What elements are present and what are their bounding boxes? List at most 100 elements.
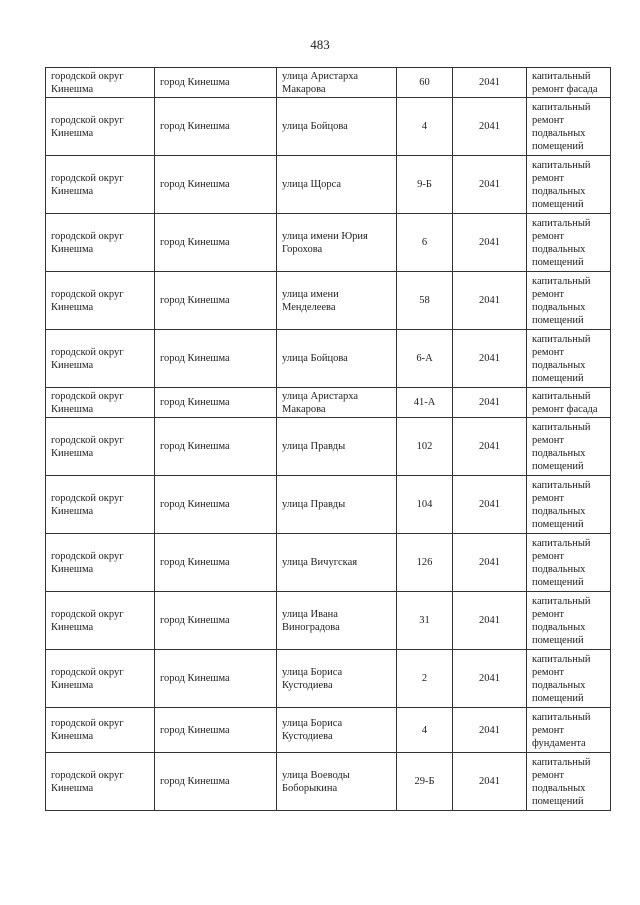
cell-settlement: город Кинешма bbox=[154, 387, 277, 418]
cell-settlement: город Кинешма bbox=[154, 271, 277, 330]
table-row: городской округ Кинешма город Кинешма улиц… bbox=[45, 271, 611, 330]
cell-work-type: капитальный ремонт подвальных помещений bbox=[526, 533, 611, 592]
cell-work-type: капитальный ремонт подвальных помещений bbox=[526, 97, 611, 156]
table-row: городской округ Кинешма город Кинешма улиц… bbox=[45, 387, 611, 418]
cell-settlement: город Кинешма bbox=[154, 97, 277, 156]
cell-municipality: городской округ Кинешма bbox=[45, 533, 155, 592]
table-row: городской округ Кинешма город Кинешма улиц… bbox=[45, 707, 611, 753]
cell-settlement: город Кинешма bbox=[154, 155, 277, 214]
table-row: городской округ Кинешма город Кинешма улиц… bbox=[45, 475, 611, 534]
cell-year: 2041 bbox=[452, 707, 527, 753]
cell-house-number: 41-А bbox=[396, 387, 453, 418]
cell-settlement: город Кинешма bbox=[154, 752, 277, 811]
cell-municipality: городской округ Кинешма bbox=[45, 707, 155, 753]
cell-work-type: капитальный ремонт подвальных помещений bbox=[526, 155, 611, 214]
cell-street: улица Правды bbox=[276, 475, 397, 534]
table-row: городской округ Кинешма город Кинешма улиц… bbox=[45, 417, 611, 476]
cell-house-number: 60 bbox=[396, 67, 453, 98]
cell-street: улица Бойцова bbox=[276, 329, 397, 388]
cell-house-number: 102 bbox=[396, 417, 453, 476]
cell-municipality: городской округ Кинешма bbox=[45, 97, 155, 156]
table-row: городской округ Кинешма город Кинешма улиц… bbox=[45, 649, 611, 708]
cell-house-number: 29-Б bbox=[396, 752, 453, 811]
cell-municipality: городской округ Кинешма bbox=[45, 329, 155, 388]
cell-year: 2041 bbox=[452, 67, 527, 98]
cell-street: улица Правды bbox=[276, 417, 397, 476]
cell-work-type: капитальный ремонт фасада bbox=[526, 67, 611, 98]
cell-year: 2041 bbox=[452, 591, 527, 650]
cell-municipality: городской округ Кинешма bbox=[45, 475, 155, 534]
table-row: городской округ Кинешма город Кинешма улиц… bbox=[45, 67, 611, 98]
cell-work-type: капитальный ремонт подвальных помещений bbox=[526, 213, 611, 272]
cell-work-type: капитальный ремонт подвальных помещений bbox=[526, 752, 611, 811]
cell-settlement: город Кинешма bbox=[154, 329, 277, 388]
cell-street: улица Аристарха Макарова bbox=[276, 67, 397, 98]
cell-street: улица Аристарха Макарова bbox=[276, 387, 397, 418]
cell-house-number: 9-Б bbox=[396, 155, 453, 214]
cell-municipality: городской округ Кинешма bbox=[45, 213, 155, 272]
cell-year: 2041 bbox=[452, 533, 527, 592]
cell-house-number: 58 bbox=[396, 271, 453, 330]
cell-municipality: городской округ Кинешма bbox=[45, 271, 155, 330]
cell-work-type: капитальный ремонт подвальных помещений bbox=[526, 591, 611, 650]
cell-settlement: город Кинешма bbox=[154, 533, 277, 592]
cell-street: улица Бориса Кустодиева bbox=[276, 649, 397, 708]
cell-year: 2041 bbox=[452, 213, 527, 272]
cell-municipality: городской округ Кинешма bbox=[45, 67, 155, 98]
cell-municipality: городской округ Кинешма bbox=[45, 649, 155, 708]
table-row: городской округ Кинешма город Кинешма улиц… bbox=[45, 329, 611, 388]
cell-street: улица Бойцова bbox=[276, 97, 397, 156]
cell-year: 2041 bbox=[452, 752, 527, 811]
cell-settlement: город Кинешма bbox=[154, 475, 277, 534]
cell-municipality: городской округ Кинешма bbox=[45, 591, 155, 650]
cell-house-number: 6 bbox=[396, 213, 453, 272]
cell-house-number: 31 bbox=[396, 591, 453, 650]
cell-settlement: город Кинешма bbox=[154, 417, 277, 476]
cell-work-type: капитальный ремонт подвальных помещений bbox=[526, 649, 611, 708]
table-row: городской округ Кинешма город Кинешма улиц… bbox=[45, 591, 611, 650]
cell-year: 2041 bbox=[452, 649, 527, 708]
cell-settlement: город Кинешма bbox=[154, 707, 277, 753]
cell-street: улица имени Менделеева bbox=[276, 271, 397, 330]
cell-work-type: капитальный ремонт подвальных помещений bbox=[526, 271, 611, 330]
table-row: городской округ Кинешма город Кинешма улиц… bbox=[45, 155, 611, 214]
cell-year: 2041 bbox=[452, 97, 527, 156]
cell-settlement: город Кинешма bbox=[154, 649, 277, 708]
cell-year: 2041 bbox=[452, 155, 527, 214]
cell-municipality: городской округ Кинешма bbox=[45, 155, 155, 214]
cell-house-number: 4 bbox=[396, 707, 453, 753]
cell-municipality: городской округ Кинешма bbox=[45, 752, 155, 811]
cell-house-number: 4 bbox=[396, 97, 453, 156]
table-row: городской округ Кинешма город Кинешма улиц… bbox=[45, 752, 611, 811]
page-number: 483 bbox=[310, 37, 330, 52]
cell-work-type: капитальный ремонт подвальных помещений bbox=[526, 329, 611, 388]
cell-house-number: 126 bbox=[396, 533, 453, 592]
cell-street: улица имени Юрия Горохова bbox=[276, 213, 397, 272]
cell-year: 2041 bbox=[452, 329, 527, 388]
cell-year: 2041 bbox=[452, 387, 527, 418]
table-row: городской округ Кинешма город Кинешма улиц… bbox=[45, 533, 611, 592]
cell-street: улица Вичугская bbox=[276, 533, 397, 592]
cell-work-type: капитальный ремонт подвальных помещений bbox=[526, 417, 611, 476]
cell-municipality: городской округ Кинешма bbox=[45, 387, 155, 418]
cell-house-number: 2 bbox=[396, 649, 453, 708]
table-row: городской округ Кинешма город Кинешма улиц… bbox=[45, 213, 611, 272]
cell-year: 2041 bbox=[452, 475, 527, 534]
cell-house-number: 104 bbox=[396, 475, 453, 534]
cell-street: улица Щорса bbox=[276, 155, 397, 214]
cell-year: 2041 bbox=[452, 417, 527, 476]
cell-house-number: 6-А bbox=[396, 329, 453, 388]
cell-work-type: капитальный ремонт подвальных помещений bbox=[526, 475, 611, 534]
works-table: городской округ Кинешма город Кинешма улиц… bbox=[45, 67, 611, 811]
cell-street: улица Воеводы Боборыкина bbox=[276, 752, 397, 811]
cell-settlement: город Кинешма bbox=[154, 213, 277, 272]
cell-work-type: капитальный ремонт фасада bbox=[526, 387, 611, 418]
cell-street: улица Ивана Виноградова bbox=[276, 591, 397, 650]
cell-work-type: капитальный ремонт фундамента bbox=[526, 707, 611, 753]
cell-settlement: город Кинешма bbox=[154, 591, 277, 650]
cell-municipality: городской округ Кинешма bbox=[45, 417, 155, 476]
cell-settlement: город Кинешма bbox=[154, 67, 277, 98]
cell-year: 2041 bbox=[452, 271, 527, 330]
table-row: городской округ Кинешма город Кинешма улиц… bbox=[45, 97, 611, 156]
cell-street: улица Бориса Кустодиева bbox=[276, 707, 397, 753]
